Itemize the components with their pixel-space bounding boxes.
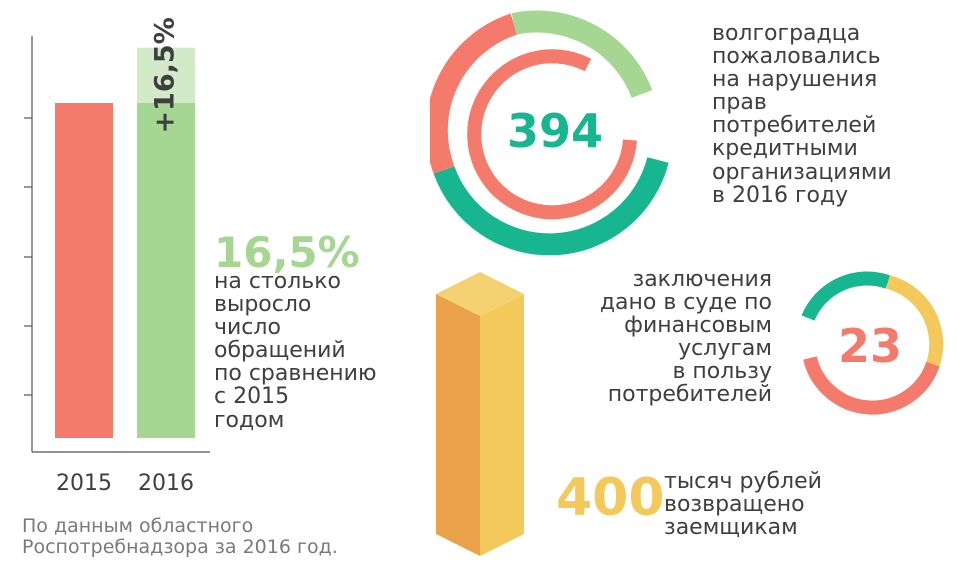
- refund-line: заемщикам: [664, 515, 798, 541]
- bar-chart: +16,5% 2015 2016: [24, 17, 210, 496]
- complaints-line: организациями: [712, 159, 892, 185]
- ring-red: [803, 356, 940, 415]
- growth-line: на столько: [214, 269, 342, 294]
- court-value: 23: [838, 319, 902, 373]
- complaints-value: 394: [507, 104, 603, 158]
- court-line: заключения: [632, 267, 773, 292]
- refund-pillar: [436, 272, 524, 556]
- ring-outer-green: [511, 10, 653, 99]
- court-ring: 23: [801, 271, 944, 415]
- complaints-description: волгоградца пожаловались на нарушения пр…: [712, 22, 892, 207]
- x-tick-label: 2015: [56, 471, 112, 496]
- court-line: в пользу: [672, 359, 772, 385]
- complaints-line: пожаловались: [712, 44, 881, 70]
- growth-line: по сравнению: [214, 361, 377, 387]
- bar-2016-base: [137, 103, 195, 438]
- complaints-line: волгоградца: [712, 21, 861, 46]
- complaints-line: на нарушения: [712, 67, 878, 93]
- ring-teal: [801, 271, 891, 321]
- increase-label: +16,5%: [150, 17, 181, 133]
- court-line: дано в суде по: [599, 290, 772, 316]
- ring-outer-teal: [433, 157, 669, 255]
- court-line: потребителей: [607, 382, 772, 408]
- pillar-right: [480, 294, 524, 556]
- x-tick-label: 2016: [138, 471, 194, 496]
- refund-value: 400: [556, 468, 665, 528]
- growth-line: число: [214, 315, 281, 341]
- complaints-line: прав: [712, 90, 767, 116]
- pillar-left: [436, 294, 480, 556]
- ring-yellow: [886, 275, 944, 367]
- ring-outer-red: [430, 13, 518, 174]
- complaints-line: кредитными: [712, 136, 858, 162]
- bar-2015: [55, 103, 113, 438]
- growth-line: годом: [214, 407, 285, 433]
- ring-inner-red: [467, 49, 637, 220]
- source-line: По данным областного: [22, 515, 254, 537]
- complaints-line: в 2016 году: [712, 182, 849, 208]
- court-line: услугам: [678, 336, 772, 362]
- refund-description: тысяч рублей возвращено заемщикам: [664, 470, 822, 539]
- growth-line: с 2015: [214, 384, 290, 410]
- bar-2016-increase: [137, 47, 195, 103]
- refund-line: возвращено: [664, 492, 805, 518]
- source-line: Роспотребнадзора за 2016 год.: [22, 536, 338, 559]
- growth-line: обращений: [214, 338, 346, 364]
- refund-line: тысяч рублей: [664, 469, 822, 494]
- growth-description: на столько выросло число обращений по ср…: [214, 270, 376, 432]
- complaints-ring: 394: [430, 10, 669, 255]
- source-note: По данным областного Роспотребнадзора за…: [22, 515, 338, 559]
- court-line: финансовым: [624, 313, 772, 339]
- growth-value: 16,5%: [214, 228, 360, 277]
- court-description: заключения дано в суде по финансовым усл…: [560, 268, 772, 407]
- growth-line: выросло: [214, 292, 312, 318]
- complaints-line: потребителей: [712, 113, 877, 139]
